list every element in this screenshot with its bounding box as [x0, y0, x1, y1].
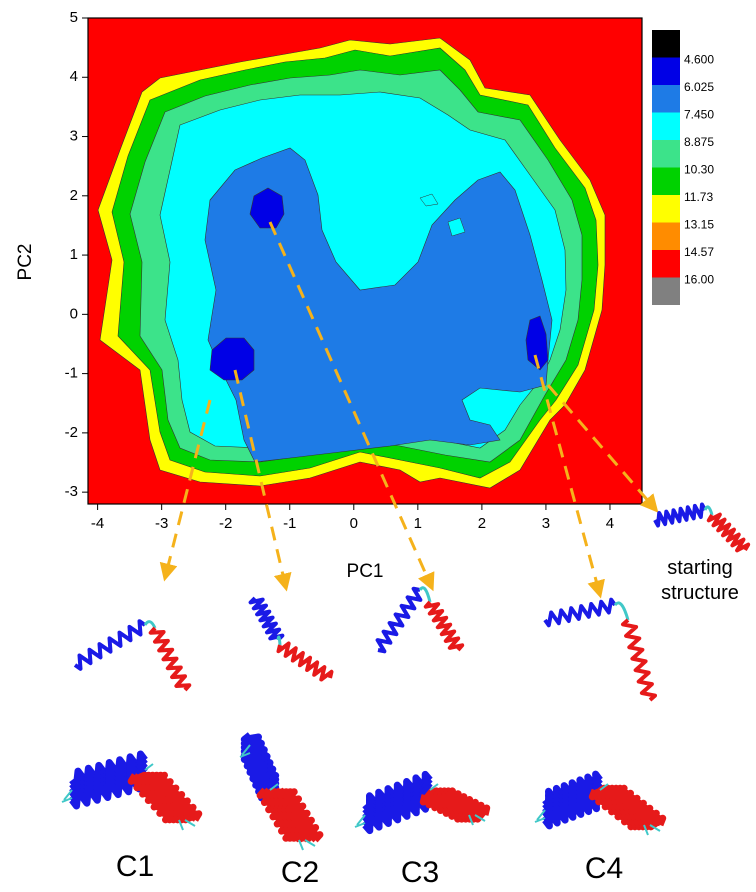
annotation: C3: [401, 856, 439, 889]
helix: [375, 586, 423, 654]
colorbar-label: 8.875: [684, 135, 714, 149]
arrow: [159, 399, 212, 582]
x-tick-label: 1: [414, 515, 422, 532]
helix: [148, 626, 192, 692]
arrow: [546, 384, 659, 513]
arrow: [233, 369, 292, 592]
contour-map: [88, 18, 642, 504]
helix: [147, 771, 203, 824]
helix: [423, 600, 465, 652]
loop: [613, 601, 630, 621]
helix: [543, 597, 617, 628]
y-tick-label: 1: [70, 246, 78, 263]
loop: [143, 620, 157, 629]
helix: [621, 618, 657, 702]
colorbar-label: 14.57: [684, 245, 714, 259]
y-tick-label: -3: [65, 483, 78, 500]
y-tick-label: -1: [65, 365, 78, 382]
x-tick-label: 2: [478, 515, 486, 532]
x-tick-label: -4: [91, 515, 104, 532]
arrow: [268, 221, 435, 592]
x-tick-label: 3: [542, 515, 550, 532]
y-tick-label: 0: [70, 305, 78, 322]
colorbar-label: 4.600: [684, 53, 714, 67]
x-tick-label: -1: [283, 515, 296, 532]
helix: [248, 596, 285, 642]
colorbar-label: 10.30: [684, 163, 714, 177]
contour-region: [204, 147, 553, 463]
arrows: [159, 221, 659, 599]
helix: [362, 790, 433, 835]
loop: [276, 635, 282, 646]
loops: [239, 744, 316, 851]
contour-region: [419, 193, 466, 237]
annotation: C4: [585, 852, 623, 885]
colorbar-swatch: [652, 277, 680, 305]
colorbar-swatch: [652, 112, 680, 140]
colorbar-label: 7.450: [684, 108, 714, 122]
arrow: [533, 354, 605, 599]
x-tick-label: 4: [606, 515, 614, 532]
helix: [706, 512, 751, 553]
y-tick-label: 3: [70, 128, 78, 145]
annotation: C2: [281, 856, 319, 889]
y-axis-label: PC2: [15, 244, 36, 281]
y-tick-label: 4: [70, 68, 78, 85]
plot-frame: [87, 17, 643, 505]
x-tick-label: -3: [155, 515, 168, 532]
annotation: C1: [116, 850, 154, 883]
loops: [534, 783, 661, 836]
loops: [354, 783, 486, 828]
colorbar-swatch: [652, 57, 680, 85]
colorbar-swatch: [652, 222, 680, 250]
contour-region: [249, 187, 285, 229]
y-tick-label: 5: [70, 9, 78, 26]
contour-region: [209, 337, 255, 381]
loop: [418, 586, 432, 603]
contour-region: [525, 315, 549, 371]
helix: [439, 787, 491, 823]
y-tick-label: 2: [70, 187, 78, 204]
colorbar-swatch: [652, 30, 680, 58]
colorbar-label: 16.00: [684, 273, 714, 287]
helix: [73, 619, 147, 671]
y-tick-label: -2: [65, 424, 78, 441]
colorbar-swatch: [652, 85, 680, 113]
x-tick-label: -2: [219, 515, 232, 532]
annotation: starting structure: [661, 557, 739, 604]
colorbar-swatch: [652, 140, 680, 168]
x-axis-label: PC1: [347, 561, 384, 582]
structures: [61, 502, 751, 851]
helix: [542, 790, 603, 830]
x-tick-label: 0: [350, 515, 358, 532]
loop: [703, 505, 714, 516]
helix: [276, 641, 334, 682]
colorbar-label: 6.025: [684, 80, 714, 94]
colorbar-swatch: [652, 195, 680, 223]
helix: [653, 502, 707, 528]
helix: [608, 784, 667, 831]
colorbar-swatch: [652, 250, 680, 278]
colorbar-label: 13.15: [684, 218, 714, 232]
colorbar-swatch: [652, 167, 680, 195]
colorbar-label: 11.73: [684, 190, 713, 204]
helix: [276, 787, 324, 843]
loops: [61, 763, 196, 831]
